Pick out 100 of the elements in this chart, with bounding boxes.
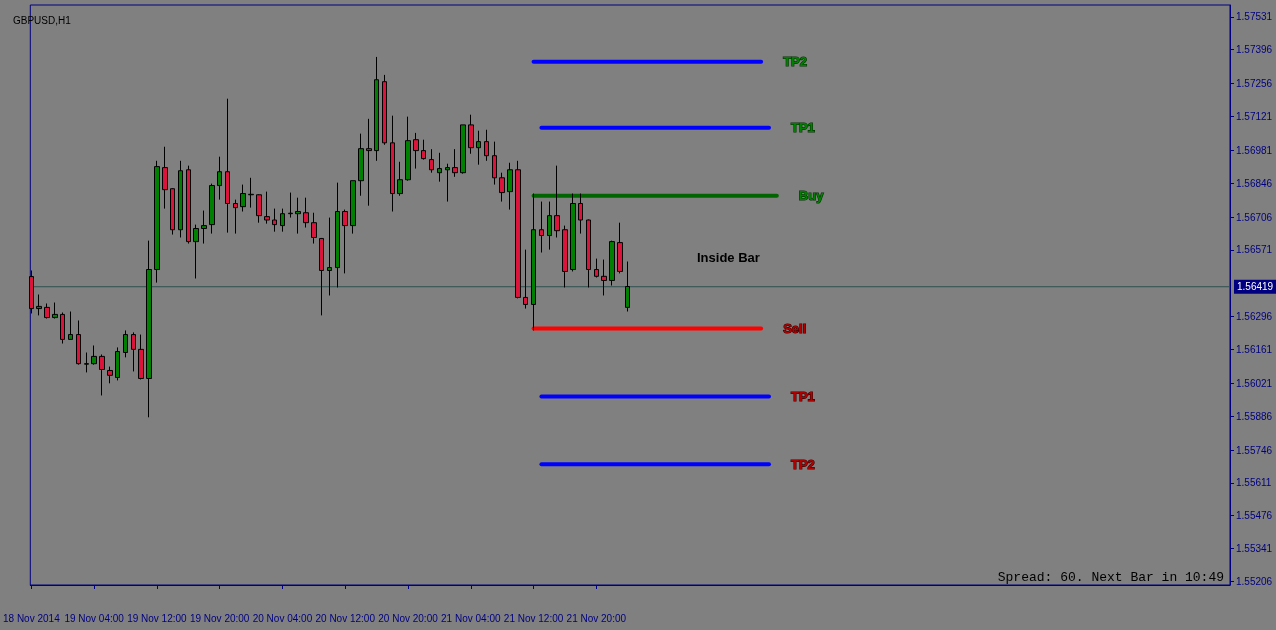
candlestick [311,212,317,245]
candlestick [413,132,419,170]
candlestick [445,163,450,203]
candlestick [295,197,301,235]
candlestick [578,193,583,235]
y-tick-label: 1.56161 [1236,343,1273,355]
y-tick-label: 1.56296 [1236,311,1273,323]
candlestick [437,152,442,183]
x-tick-label: 18 Nov 2014 [3,612,61,624]
x-tick-label: 20 Nov 12:00 [315,612,376,624]
y-tick-label: 1.56571 [1236,244,1273,256]
candlestick [539,201,544,254]
candlestick [217,156,222,201]
candlestick [240,184,246,213]
candlestick [358,133,364,197]
candlestick [36,294,42,316]
candlestick [319,237,324,316]
candlestick [531,193,536,331]
candlestick [280,208,285,233]
x-tick-label: 21 Nov 12:00 [503,612,564,624]
series-label: TP1 [790,388,815,404]
x-tick-label: 21 Nov 20:00 [566,612,627,624]
candlestick [327,217,332,296]
candlestick [264,191,270,225]
y-tick-label: 1.57121 [1236,110,1273,122]
candlestick [91,344,97,366]
candlestick [186,165,191,245]
candlestick [405,116,411,182]
candlestick [507,162,513,211]
ref-line-label: 1.56419 [1237,281,1274,293]
candlestick [225,98,230,234]
x-tick-label: 19 Nov 12:00 [127,612,188,624]
candlestick [397,161,403,197]
x-tick-label: 19 Nov 04:00 [64,612,125,624]
candlestick [499,172,505,203]
annotation: Spread: 60. Next Bar in 10:49 [997,570,1225,585]
candlestick [609,240,615,287]
candlestick [594,258,599,279]
annotation: Inside Bar [697,250,760,265]
y-tick-label: 1.56981 [1236,144,1273,156]
candlestick [601,259,607,296]
series-label: TP1 [790,120,815,136]
candlestick [201,210,207,245]
y-tick-label: 1.56706 [1236,211,1273,223]
candlestick [256,193,262,224]
candlestick [233,199,238,235]
y-tick-label: 1.56846 [1236,177,1273,189]
candlestick [44,302,50,320]
y-tick-label: 1.55341 [1236,542,1273,554]
candlestick [468,114,474,155]
y-tick-label: 1.55611 [1236,477,1272,489]
candlestick [99,353,105,396]
candlestick [107,366,113,384]
candlestick [178,160,183,238]
series-label: TP2 [783,54,807,70]
candlestick [170,187,175,236]
x-tick-label: 20 Nov 20:00 [378,612,439,624]
candlestick [248,177,254,209]
candlestick [209,183,215,235]
y-tick-label: 1.55206 [1236,575,1273,587]
y-tick-label: 1.55476 [1236,510,1273,522]
candlestick [390,115,395,213]
candlestick [586,219,591,288]
candlestick [335,182,340,288]
candlestick [515,160,521,299]
candlestick [382,74,387,146]
series-label: TP2 [790,456,815,472]
candlestick [562,225,568,288]
candlestick [76,319,81,366]
series-label: Sell [783,320,807,336]
candlestick [523,249,528,310]
candlestick [374,56,379,162]
candlestick [162,146,168,210]
candlestick [429,148,434,174]
candlestick [115,346,120,381]
candlestick [460,124,466,175]
candlestick [29,269,34,314]
candlestick [570,193,576,272]
candlestick [131,331,136,372]
candlestick [421,139,426,161]
candlestick [625,261,630,312]
series-label: Buy [798,188,825,204]
candlestick [554,165,560,238]
candlestick [154,160,160,284]
candlestick [60,311,65,345]
candlestick [52,302,58,320]
candlestick [193,224,199,279]
candlestick [146,240,152,418]
candlestick [303,197,309,229]
y-tick-label: 1.57396 [1236,44,1273,56]
y-tick-label: 1.56021 [1236,377,1273,389]
candlestick [342,209,348,274]
y-tick-label: 1.55886 [1236,410,1273,422]
y-tick-label: 1.55746 [1236,444,1273,456]
x-tick-label: 21 Nov 04:00 [441,612,501,624]
x-tick-label: 20 Nov 04:00 [252,612,313,624]
candlestick [476,130,481,166]
candlestick [617,222,623,274]
candlestick [484,129,489,162]
candlestick [288,192,293,219]
